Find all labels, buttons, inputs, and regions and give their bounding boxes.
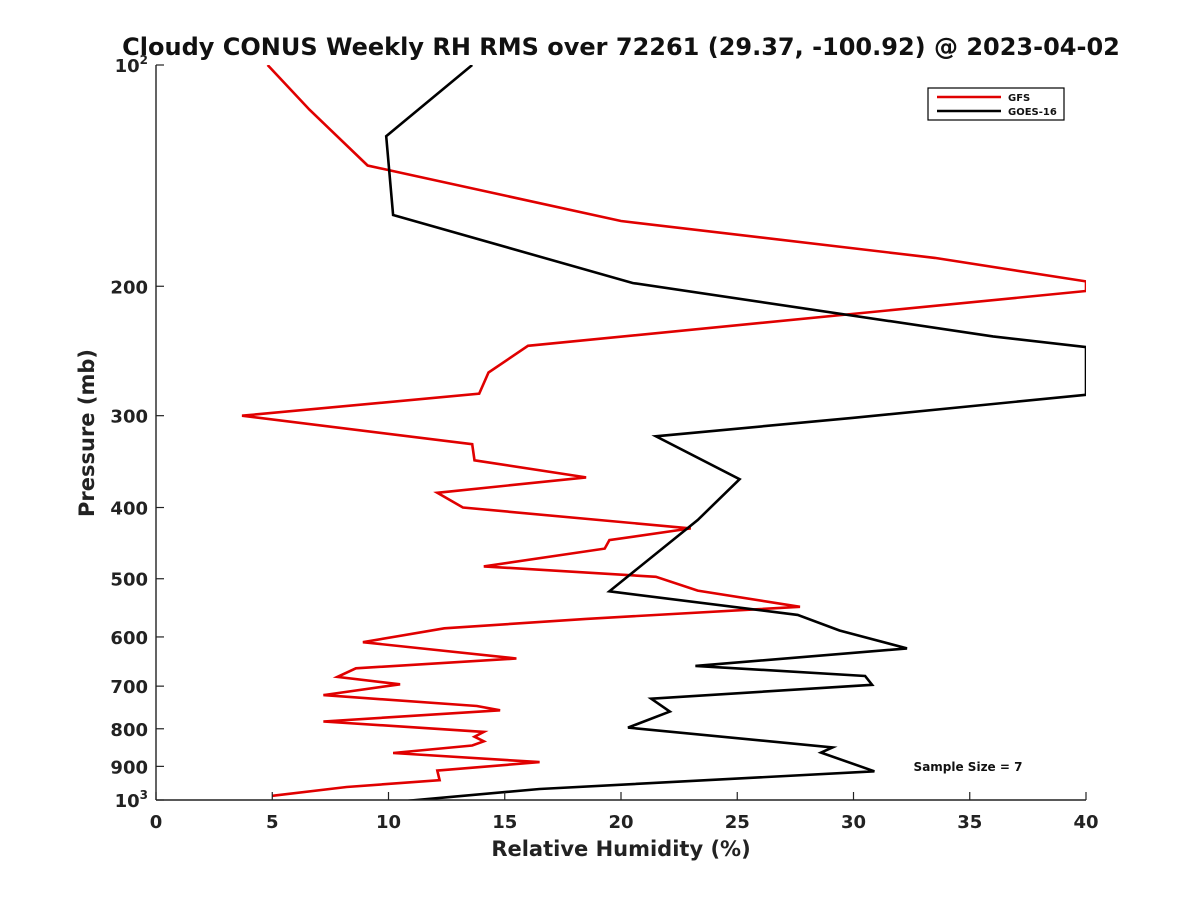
y-tick-label: 102 (115, 53, 148, 77)
y-tick-label: 103 (115, 788, 148, 812)
y-tick-label: 700 (110, 677, 148, 698)
y-tick-label: 400 (110, 499, 148, 520)
legend-box (927, 87, 1065, 121)
x-tick-label: 25 (725, 812, 750, 833)
y-tick-label: 900 (110, 757, 148, 778)
chart-title: Cloudy CONUS Weekly RH RMS over 72261 (2… (122, 33, 1120, 61)
x-tick-label: 35 (957, 812, 982, 833)
series-layer (241, 65, 1086, 800)
plot-background (156, 65, 1086, 800)
x-tick-label: 20 (608, 812, 633, 833)
sample-size-annotation: Sample Size = 7 (914, 760, 1023, 774)
x-axis-label: Relative Humidity (%) (491, 837, 750, 861)
y-tick-label: 600 (110, 628, 148, 649)
x-tick-label: 40 (1073, 812, 1098, 833)
y-tick-label: 500 (110, 570, 148, 591)
x-tick-label: 30 (841, 812, 866, 833)
x-tick-label: 10 (376, 812, 401, 833)
legend: GFS GOES-16 (927, 87, 1065, 121)
legend-label-goes16: GOES-16 (1008, 107, 1057, 118)
x-tick-label: 5 (266, 812, 279, 833)
y-tick-label: 300 (110, 407, 148, 428)
y-axis-label: Pressure (mb) (75, 349, 99, 517)
x-tick-label: 0 (150, 812, 163, 833)
series-line-goes16 (384, 65, 1086, 800)
plot-area: 0 5 10 15 20 25 30 35 40 102 200 300 400 500 600 700 800… (110, 53, 1098, 833)
axes-layer: 0 5 10 15 20 25 30 35 40 102 200 300 400 500 600 700 800… (110, 53, 1098, 833)
x-tick-label: 15 (492, 812, 517, 833)
series-line-gfs (241, 65, 1086, 798)
y-tick-label: 200 (110, 277, 148, 298)
y-tick-label: 800 (110, 720, 148, 741)
legend-label-gfs: GFS (1008, 93, 1030, 104)
